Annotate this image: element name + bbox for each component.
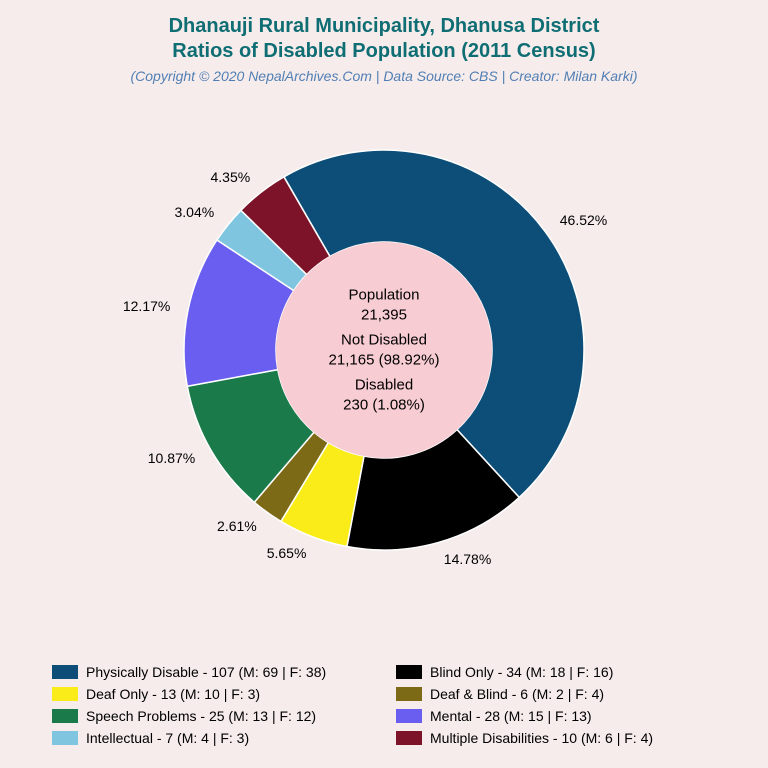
legend-label: Deaf & Blind - 6 (M: 2 | F: 4) (430, 686, 604, 702)
center-population-value: 21,395 (284, 305, 484, 325)
center-notdisabled: Not Disabled 21,165 (98.92%) (284, 331, 484, 370)
legend-label: Physically Disable - 107 (M: 69 | F: 38) (86, 664, 326, 680)
center-disabled: Disabled 230 (1.08%) (284, 376, 484, 415)
slice-percent-label: 5.65% (267, 545, 307, 561)
title-line-1: Dhanauji Rural Municipality, Dhanusa Dis… (0, 14, 768, 39)
legend-item: Mental - 28 (M: 15 | F: 13) (396, 708, 716, 724)
center-notdisabled-label: Not Disabled (284, 331, 484, 351)
chart-container: Dhanauji Rural Municipality, Dhanusa Dis… (0, 0, 768, 768)
slice-percent-label: 14.78% (444, 551, 491, 567)
legend-swatch (396, 709, 422, 723)
legend-label: Speech Problems - 25 (M: 13 | F: 12) (86, 708, 316, 724)
legend-item: Deaf & Blind - 6 (M: 2 | F: 4) (396, 686, 716, 702)
slice-percent-label: 46.52% (560, 212, 607, 228)
legend: Physically Disable - 107 (M: 69 | F: 38)… (52, 664, 716, 746)
slice-percent-label: 3.04% (174, 204, 214, 220)
legend-item: Physically Disable - 107 (M: 69 | F: 38) (52, 664, 372, 680)
legend-item: Blind Only - 34 (M: 18 | F: 16) (396, 664, 716, 680)
legend-swatch (396, 665, 422, 679)
legend-item: Deaf Only - 13 (M: 10 | F: 3) (52, 686, 372, 702)
slice-percent-label: 2.61% (217, 518, 257, 534)
chart-area: Population 21,395 Not Disabled 21,165 (9… (0, 100, 768, 600)
subtitle: (Copyright © 2020 NepalArchives.Com | Da… (0, 68, 768, 84)
legend-item: Intellectual - 7 (M: 4 | F: 3) (52, 730, 372, 746)
slice-percent-label: 12.17% (123, 298, 170, 314)
legend-swatch (52, 687, 78, 701)
legend-swatch (52, 731, 78, 745)
title-line-2: Ratios of Disabled Population (2011 Cens… (0, 39, 768, 64)
legend-label: Deaf Only - 13 (M: 10 | F: 3) (86, 686, 260, 702)
legend-item: Speech Problems - 25 (M: 13 | F: 12) (52, 708, 372, 724)
legend-swatch (52, 709, 78, 723)
legend-swatch (396, 687, 422, 701)
center-notdisabled-value: 21,165 (98.92%) (284, 350, 484, 370)
title-block: Dhanauji Rural Municipality, Dhanusa Dis… (0, 0, 768, 84)
legend-label: Intellectual - 7 (M: 4 | F: 3) (86, 730, 249, 746)
legend-item: Multiple Disabilities - 10 (M: 6 | F: 4) (396, 730, 716, 746)
center-text: Population 21,395 Not Disabled 21,165 (9… (284, 280, 484, 421)
legend-label: Mental - 28 (M: 15 | F: 13) (430, 708, 592, 724)
legend-label: Blind Only - 34 (M: 18 | F: 16) (430, 664, 613, 680)
center-disabled-value: 230 (1.08%) (284, 395, 484, 415)
legend-label: Multiple Disabilities - 10 (M: 6 | F: 4) (430, 730, 653, 746)
center-population: Population 21,395 (284, 286, 484, 325)
center-population-label: Population (284, 286, 484, 306)
legend-swatch (52, 665, 78, 679)
slice-percent-label: 4.35% (211, 169, 251, 185)
center-disabled-label: Disabled (284, 376, 484, 396)
legend-swatch (396, 731, 422, 745)
slice-percent-label: 10.87% (148, 450, 195, 466)
